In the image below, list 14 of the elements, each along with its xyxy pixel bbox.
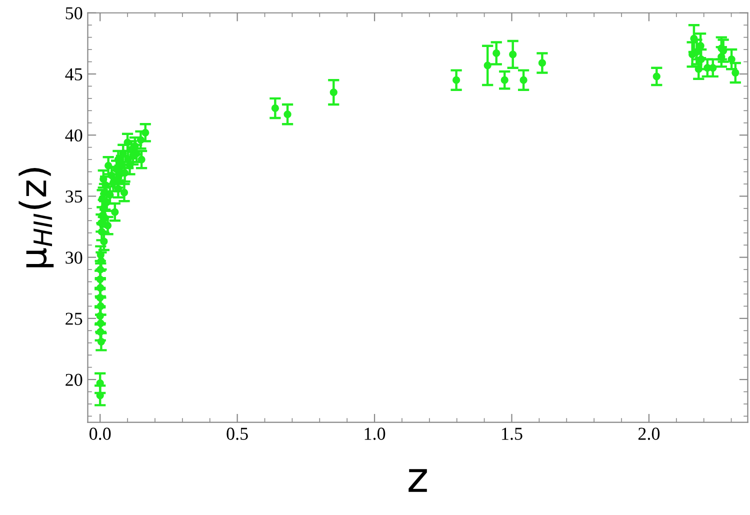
x-tick-label: 2.0 — [638, 428, 660, 440]
y-axis-title: μ$_{HII}$(z) — [18, 168, 54, 268]
x-tick-label: 0.0 — [90, 428, 111, 440]
y-tick-label: 35 — [66, 190, 82, 203]
y-tick-label: 30 — [66, 252, 82, 264]
y-tick-label: 45 — [65, 68, 82, 80]
y-tick-label: 20 — [66, 374, 82, 386]
y-tick-label: 50 — [66, 7, 82, 20]
x-tick-label: 1.5 — [502, 428, 522, 440]
y-tick-label: 25 — [66, 312, 82, 325]
y-tick-label: 40 — [65, 129, 82, 142]
x-tick-label: 1.0 — [364, 428, 386, 440]
x-tick-label: 0.5 — [226, 428, 248, 440]
x-axis-title: z — [408, 469, 427, 492]
